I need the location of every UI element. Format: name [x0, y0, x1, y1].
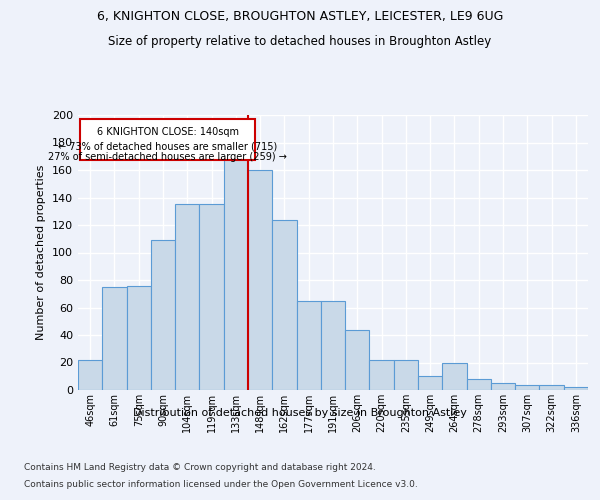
Text: Contains public sector information licensed under the Open Government Licence v3: Contains public sector information licen… [24, 480, 418, 489]
Bar [370, 360, 394, 390]
Bar [296, 300, 321, 390]
Y-axis label: Number of detached properties: Number of detached properties [37, 165, 46, 340]
Bar [199, 204, 224, 390]
Bar [102, 287, 127, 390]
Text: 27% of semi-detached houses are larger (259) →: 27% of semi-detached houses are larger (… [49, 152, 287, 162]
Bar [491, 383, 515, 390]
Bar [467, 379, 491, 390]
Text: 6 KNIGHTON CLOSE: 140sqm: 6 KNIGHTON CLOSE: 140sqm [97, 128, 239, 138]
Bar [78, 360, 102, 390]
Bar [175, 204, 199, 390]
Bar [127, 286, 151, 390]
Bar [564, 387, 588, 390]
Bar [515, 384, 539, 390]
Bar [224, 156, 248, 390]
Bar [272, 220, 296, 390]
Bar [345, 330, 370, 390]
Bar [394, 360, 418, 390]
FancyBboxPatch shape [80, 119, 255, 160]
Bar [151, 240, 175, 390]
Bar [418, 376, 442, 390]
Text: Size of property relative to detached houses in Broughton Astley: Size of property relative to detached ho… [109, 35, 491, 48]
Bar [442, 362, 467, 390]
Text: Distribution of detached houses by size in Broughton Astley: Distribution of detached houses by size … [133, 408, 467, 418]
Bar [539, 384, 564, 390]
Text: 6, KNIGHTON CLOSE, BROUGHTON ASTLEY, LEICESTER, LE9 6UG: 6, KNIGHTON CLOSE, BROUGHTON ASTLEY, LEI… [97, 10, 503, 23]
Bar [321, 300, 345, 390]
Text: Contains HM Land Registry data © Crown copyright and database right 2024.: Contains HM Land Registry data © Crown c… [24, 462, 376, 471]
Bar [248, 170, 272, 390]
Text: ← 73% of detached houses are smaller (715): ← 73% of detached houses are smaller (71… [58, 141, 277, 151]
